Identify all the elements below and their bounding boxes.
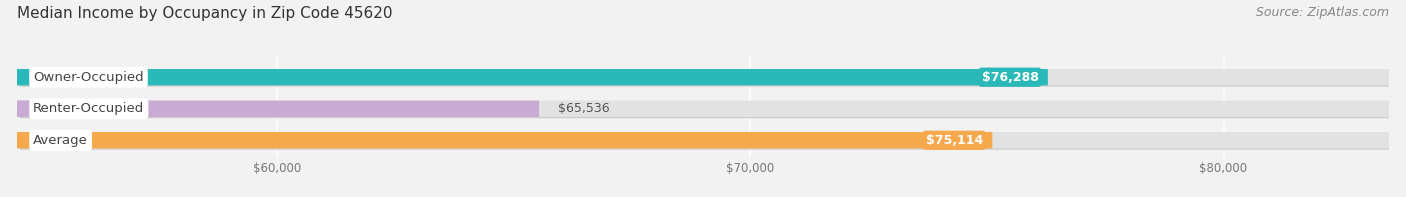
Text: Average: Average (34, 134, 89, 147)
FancyBboxPatch shape (17, 132, 1389, 149)
Text: $76,288: $76,288 (981, 71, 1039, 84)
FancyBboxPatch shape (17, 132, 993, 149)
Text: Source: ZipAtlas.com: Source: ZipAtlas.com (1256, 6, 1389, 19)
Text: Owner-Occupied: Owner-Occupied (34, 71, 143, 84)
FancyBboxPatch shape (17, 100, 1389, 117)
Text: Median Income by Occupancy in Zip Code 45620: Median Income by Occupancy in Zip Code 4… (17, 6, 392, 21)
FancyBboxPatch shape (17, 69, 1047, 85)
FancyBboxPatch shape (20, 70, 1389, 87)
Text: $75,114: $75,114 (925, 134, 983, 147)
FancyBboxPatch shape (17, 100, 538, 117)
FancyBboxPatch shape (20, 102, 1389, 118)
Text: $65,536: $65,536 (558, 102, 610, 115)
FancyBboxPatch shape (20, 133, 1389, 150)
Text: Renter-Occupied: Renter-Occupied (34, 102, 145, 115)
FancyBboxPatch shape (17, 69, 1389, 85)
